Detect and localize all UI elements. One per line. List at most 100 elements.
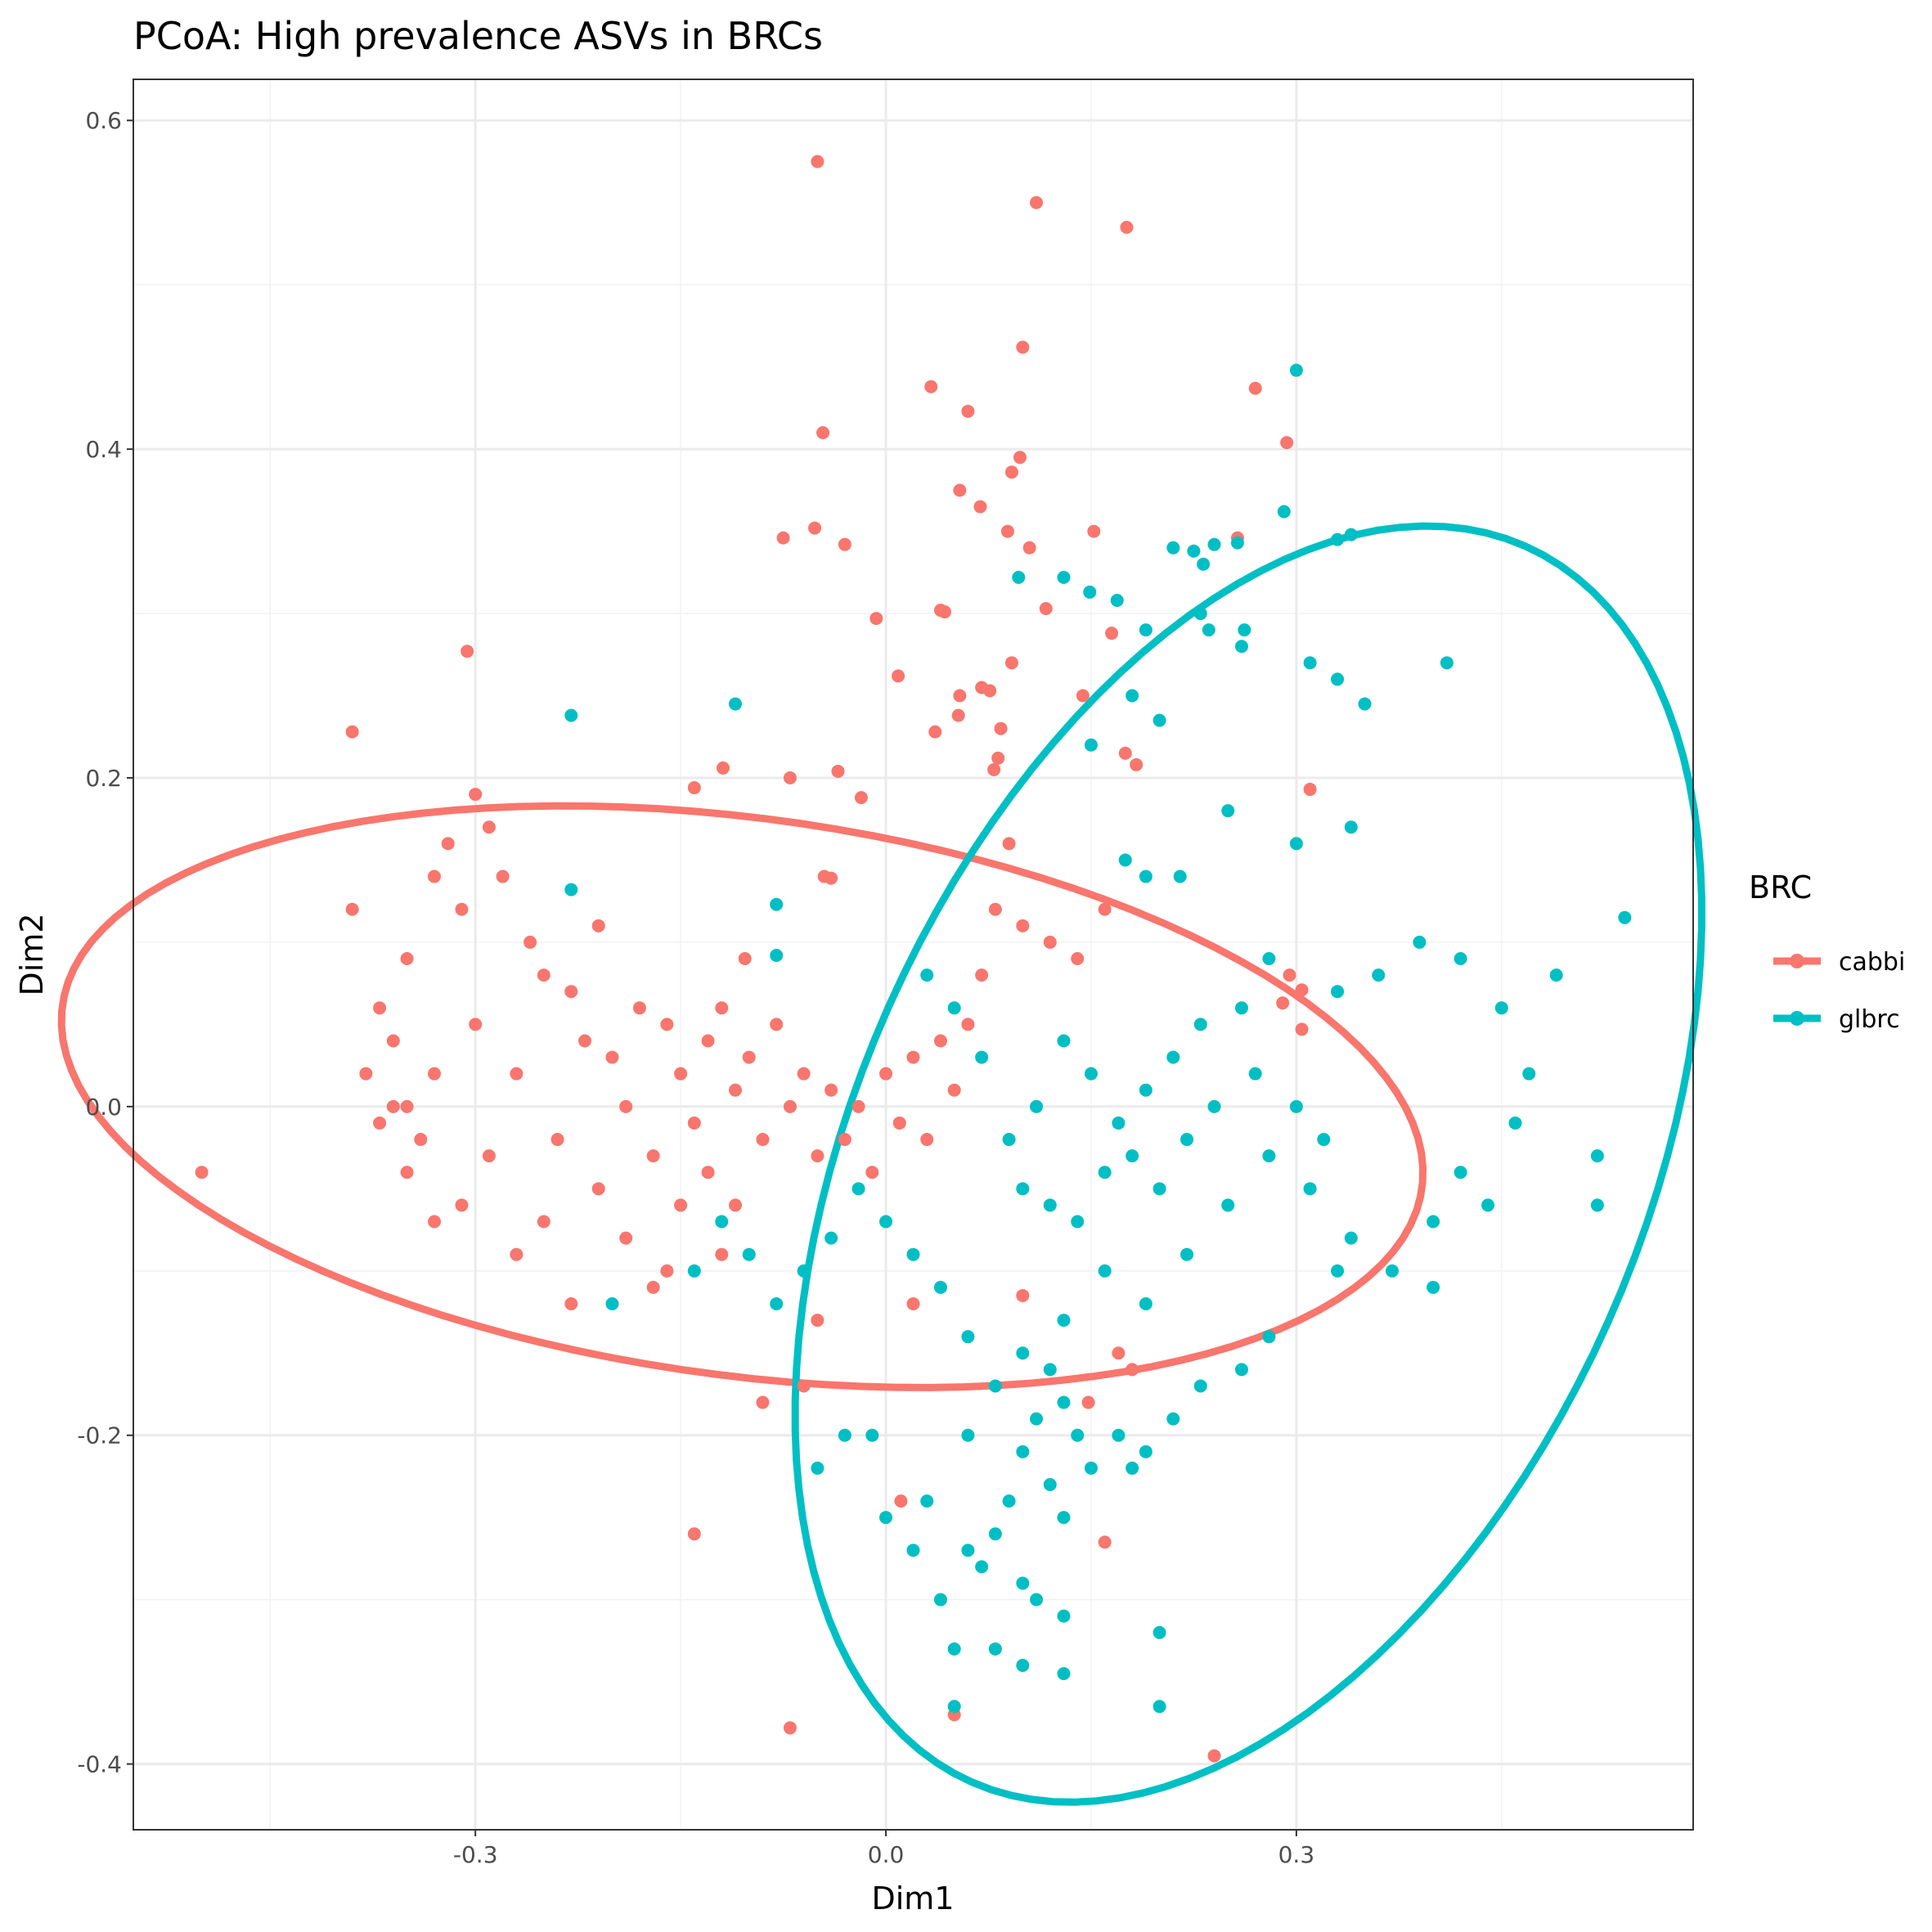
point-cabbi xyxy=(482,1149,496,1163)
point-cabbi xyxy=(482,820,496,834)
point-glbrc xyxy=(1427,1280,1440,1294)
point-glbrc xyxy=(961,1330,975,1344)
y-tick-label: 0.2 xyxy=(85,765,122,792)
point-cabbi xyxy=(414,1133,428,1147)
point-glbrc xyxy=(1002,1133,1016,1147)
point-glbrc xyxy=(906,1247,920,1261)
point-cabbi xyxy=(894,1494,908,1508)
point-glbrc xyxy=(1289,1099,1303,1113)
point-glbrc xyxy=(988,1527,1002,1541)
point-cabbi xyxy=(400,1166,414,1179)
point-glbrc xyxy=(1197,557,1211,571)
point-glbrc xyxy=(1207,1099,1221,1113)
point-glbrc xyxy=(1098,1264,1112,1278)
point-cabbi xyxy=(461,645,474,658)
point-glbrc xyxy=(1139,1445,1152,1458)
ellipse-cabbi xyxy=(57,802,1427,1391)
point-cabbi xyxy=(1004,656,1018,670)
point-cabbi xyxy=(831,764,845,778)
point-cabbi xyxy=(345,725,359,739)
point-glbrc xyxy=(1118,853,1132,867)
point-cabbi xyxy=(797,1379,811,1393)
point-glbrc xyxy=(1331,532,1345,546)
point-glbrc xyxy=(1262,1330,1276,1344)
point-cabbi xyxy=(373,1116,387,1130)
point-glbrc xyxy=(947,1700,961,1714)
point-cabbi xyxy=(920,1133,934,1147)
point-cabbi xyxy=(564,1296,578,1310)
point-cabbi xyxy=(961,404,975,418)
point-glbrc xyxy=(906,1543,920,1557)
point-cabbi xyxy=(1112,1346,1126,1360)
point-cabbi xyxy=(961,1018,975,1031)
point-cabbi xyxy=(428,1067,442,1081)
point-glbrc xyxy=(1166,1412,1180,1426)
point-cabbi xyxy=(660,1018,674,1031)
point-cabbi xyxy=(933,1034,947,1048)
point-cabbi xyxy=(591,1182,605,1196)
point-cabbi xyxy=(808,521,822,535)
point-glbrc xyxy=(1139,1083,1152,1097)
point-cabbi xyxy=(851,1099,865,1113)
point-glbrc xyxy=(1590,1149,1604,1163)
point-glbrc xyxy=(988,1642,1002,1656)
x-axis-title: Dim1 xyxy=(871,1880,954,1916)
point-cabbi xyxy=(783,1721,797,1735)
point-cabbi xyxy=(824,1083,838,1097)
point-glbrc xyxy=(1043,1478,1057,1492)
point-glbrc xyxy=(811,1461,824,1475)
point-cabbi xyxy=(838,1133,851,1147)
point-glbrc xyxy=(1193,607,1207,621)
point-cabbi xyxy=(605,1050,619,1064)
point-glbrc xyxy=(605,1296,619,1310)
point-cabbi xyxy=(400,952,414,966)
point-glbrc xyxy=(1057,1511,1071,1525)
point-glbrc xyxy=(687,1264,701,1278)
point-glbrc xyxy=(770,949,784,963)
point-glbrc xyxy=(1331,672,1345,686)
point-glbrc xyxy=(1344,1231,1358,1245)
point-glbrc xyxy=(1230,536,1244,550)
point-glbrc xyxy=(1030,1593,1044,1606)
point-glbrc xyxy=(1221,804,1235,818)
point-glbrc xyxy=(1112,1116,1126,1130)
point-glbrc xyxy=(933,1280,947,1294)
point-glbrc xyxy=(1016,1659,1030,1673)
point-cabbi xyxy=(729,1083,743,1097)
legend-key-point-glbrc xyxy=(1790,1011,1804,1026)
point-glbrc xyxy=(1084,1067,1098,1081)
point-glbrc xyxy=(1427,1215,1440,1229)
point-cabbi xyxy=(373,1001,387,1015)
point-glbrc xyxy=(770,1296,784,1310)
point-glbrc xyxy=(1139,1296,1152,1310)
point-glbrc xyxy=(1331,985,1345,999)
point-glbrc xyxy=(1494,1001,1508,1015)
point-glbrc xyxy=(1187,544,1201,558)
point-cabbi xyxy=(687,1527,701,1541)
point-cabbi xyxy=(797,1067,811,1081)
point-cabbi xyxy=(441,837,455,851)
legend: BRC cabbi glbrc xyxy=(1749,869,1905,1034)
point-glbrc xyxy=(1057,570,1071,584)
point-glbrc xyxy=(1385,1264,1399,1278)
point-cabbi xyxy=(564,985,578,999)
point-cabbi xyxy=(1098,902,1112,916)
y-axis-title: Dim2 xyxy=(14,913,50,995)
point-glbrc xyxy=(1012,570,1026,584)
point-glbrc xyxy=(1303,1182,1317,1196)
point-glbrc xyxy=(865,1428,879,1442)
point-cabbi xyxy=(865,1166,879,1179)
point-glbrc xyxy=(742,1247,756,1261)
point-cabbi xyxy=(937,605,951,619)
legend-label-cabbi: cabbi xyxy=(1839,948,1905,977)
point-cabbi xyxy=(345,902,359,916)
point-cabbi xyxy=(906,1296,920,1310)
point-cabbi xyxy=(1087,524,1101,538)
point-cabbi xyxy=(386,1034,400,1048)
point-glbrc xyxy=(1481,1198,1495,1212)
point-cabbi xyxy=(1016,340,1030,354)
point-glbrc xyxy=(1221,1198,1235,1212)
point-glbrc xyxy=(1016,1346,1030,1360)
